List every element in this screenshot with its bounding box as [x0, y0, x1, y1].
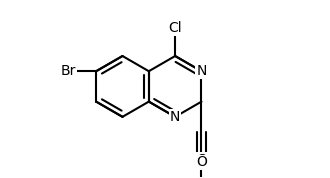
Text: O: O — [196, 155, 207, 169]
Text: Br: Br — [60, 64, 76, 78]
Text: O: O — [196, 153, 207, 167]
Text: N: N — [170, 110, 180, 124]
Text: N: N — [196, 64, 207, 78]
Text: Cl: Cl — [168, 21, 182, 35]
